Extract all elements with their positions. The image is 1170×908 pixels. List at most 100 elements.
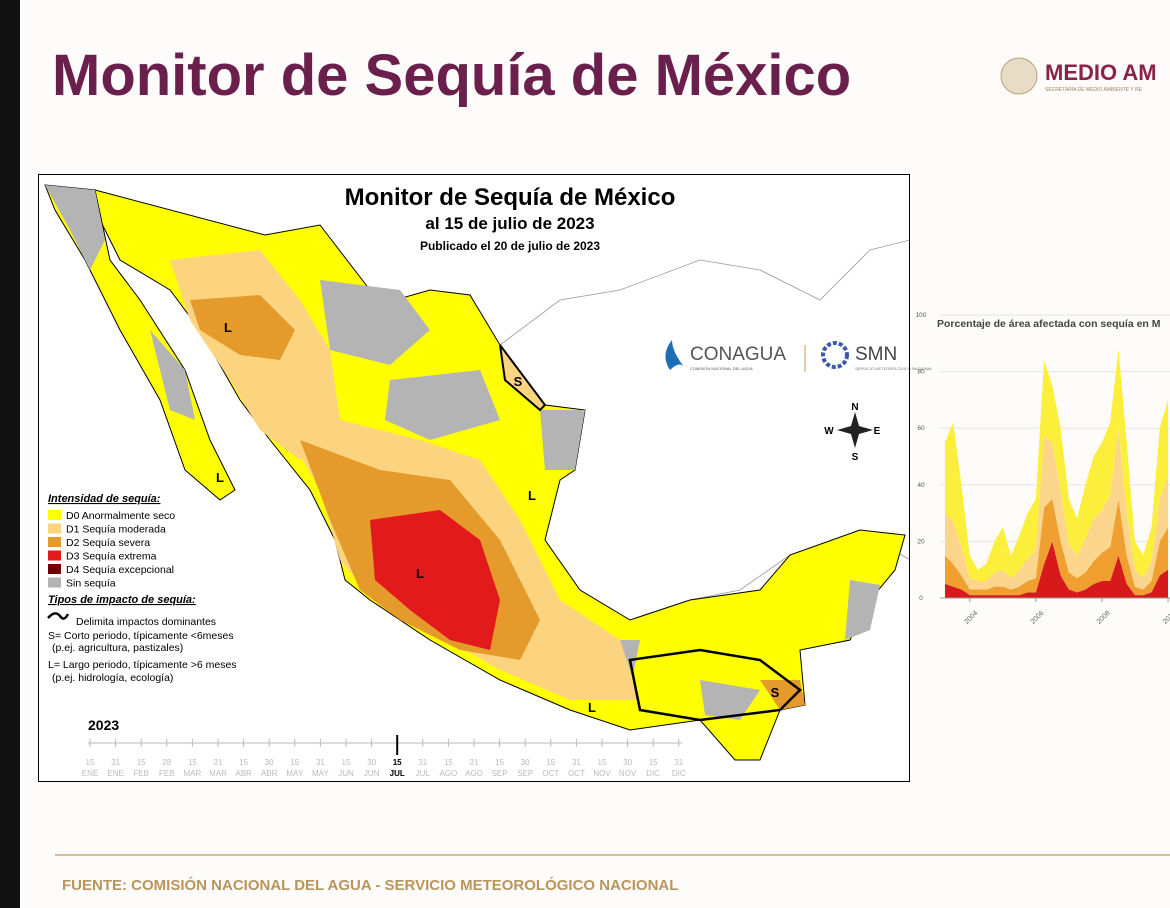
impact-text: (p.ej. agricultura, pastizales) — [52, 642, 183, 654]
map-panel: Monitor de Sequía de México al 15 de jul… — [38, 174, 933, 782]
timeline-month: DIC — [672, 769, 686, 778]
y-tick-label: 80 — [917, 369, 925, 376]
timeline-day: 15 — [393, 758, 402, 767]
timeline-day: 31 — [214, 758, 223, 767]
timeline-month: ABR — [261, 769, 278, 778]
logo-subtext: SECRETARÍA DE MEDIO AMBIENTE Y RE — [1045, 86, 1143, 93]
no-drought-area — [700, 680, 760, 720]
dominant-impact-boundary — [628, 648, 802, 722]
y-tick-label: 0 — [919, 595, 923, 602]
y-tick-label: 60 — [917, 425, 925, 432]
impact-label: S — [514, 374, 523, 389]
impact-text: (p.ej. hidrología, ecología) — [52, 672, 173, 684]
timeline-month: NOV — [619, 769, 637, 778]
timeline-month: JUN — [338, 769, 354, 778]
area-series — [944, 498, 1169, 596]
timeline-day: 15 — [342, 758, 351, 767]
x-tick-label: 2010 — [1162, 610, 1170, 626]
impact-label: L — [528, 488, 536, 503]
impact-label: L — [224, 320, 232, 335]
timeline-day: 15 — [239, 758, 248, 767]
legend-label: D1 Sequía moderada — [66, 524, 166, 536]
y-tick-label: 40 — [917, 482, 925, 489]
timeline-day: 15 — [86, 758, 95, 767]
timeline-day: 31 — [572, 758, 581, 767]
timeline-day: 15 — [649, 758, 658, 767]
timeline-day: 30 — [367, 758, 376, 767]
impacts-title: Tipos de impacto de sequía: — [48, 594, 196, 606]
legend-swatch — [48, 550, 61, 561]
timeline-month: NOV — [593, 769, 611, 778]
legend-swatch — [48, 577, 61, 588]
impact-text: L= Largo periodo, típicamente >6 meses — [48, 659, 237, 671]
compass-letter: N — [851, 402, 858, 413]
map-title: Monitor de Sequía de México — [345, 184, 676, 211]
impact-text: Delimita impactos dominantes — [76, 616, 216, 628]
timeline-month: DIC — [646, 769, 660, 778]
legend-swatch — [48, 510, 61, 520]
smn-logo: SMN — [855, 344, 897, 365]
timeline-month: SEP — [492, 769, 508, 778]
area-chart: Porcentaje de área afectada con sequía e… — [916, 312, 1170, 626]
no-drought-area — [845, 580, 880, 640]
timeline-day: 31 — [111, 758, 120, 767]
timeline-month: JUL — [416, 769, 431, 778]
timeline-day: 31 — [674, 758, 683, 767]
no-drought-area — [540, 410, 585, 470]
timeline-day: 31 — [316, 758, 325, 767]
compass-letter: W — [824, 426, 834, 437]
legend-swatch — [48, 564, 61, 574]
map-published: Publicado el 20 de julio de 2023 — [420, 239, 600, 253]
timeline-day: 30 — [623, 758, 632, 767]
impact-label: L — [416, 566, 424, 581]
timeline-day: 15 — [598, 758, 607, 767]
area-series — [944, 541, 1169, 598]
timeline-day: 30 — [265, 758, 274, 767]
conagua-icon — [665, 340, 685, 370]
compass-letter: E — [874, 426, 881, 437]
timeline-day: 15 — [290, 758, 299, 767]
no-drought-area — [385, 370, 500, 440]
area-series — [944, 428, 1169, 590]
screen-edge — [0, 0, 20, 908]
timeline-month: ABR — [235, 769, 252, 778]
legend-swatch — [48, 523, 61, 534]
no-drought-area — [45, 185, 105, 270]
map — [44, 184, 909, 761]
timeline-month: FEB — [159, 769, 175, 778]
conagua-logo: CONAGUA — [690, 344, 786, 365]
timeline-day: 15 — [546, 758, 555, 767]
smn-icon — [821, 341, 849, 369]
footer-source: FUENTE: COMISIÓN NACIONAL DEL AGUA - SER… — [62, 876, 678, 894]
timeline-day: 15 — [444, 758, 453, 767]
legend-label: D4 Sequía excepcional — [66, 564, 174, 576]
logo-text: MEDIO AM — [1045, 60, 1157, 85]
timeline-day: 15 — [188, 758, 197, 767]
y-tick-label: 20 — [917, 538, 925, 545]
compass-rose — [837, 412, 873, 448]
timeline-month: MAR — [209, 769, 227, 778]
timeline-day: 31 — [470, 758, 479, 767]
compass-letter: S — [852, 452, 859, 463]
timeline-day: 15 — [495, 758, 504, 767]
legend-title: Intensidad de sequía: — [48, 493, 161, 505]
dominant-impact-boundary — [499, 344, 547, 412]
emblem — [1000, 57, 1038, 95]
timeline-month: JUN — [364, 769, 380, 778]
slide-title: Monitor de Sequía de México — [52, 43, 851, 108]
timeline-month: AGO — [440, 769, 458, 778]
timeline-day: 31 — [418, 758, 427, 767]
chart-title: Porcentaje de área afectada con sequía e… — [937, 318, 1161, 330]
d2-area — [190, 295, 295, 360]
timeline-month: ENE — [107, 769, 123, 778]
legend-label: Sin sequía — [66, 578, 116, 590]
smn-subtext: SERVICIO METEOROLÓGICO NACIONAL — [855, 366, 933, 371]
impact-line-symbol — [47, 612, 70, 620]
no-drought-area — [320, 280, 430, 365]
timeline-month: MAR — [184, 769, 202, 778]
timeline-month: FEB — [133, 769, 149, 778]
d2-area — [760, 680, 805, 710]
timeline-day: 30 — [521, 758, 530, 767]
y-tick-label: 100 — [916, 312, 927, 319]
conagua-subtext: COMISIÓN NACIONAL DEL AGUA — [690, 366, 753, 371]
